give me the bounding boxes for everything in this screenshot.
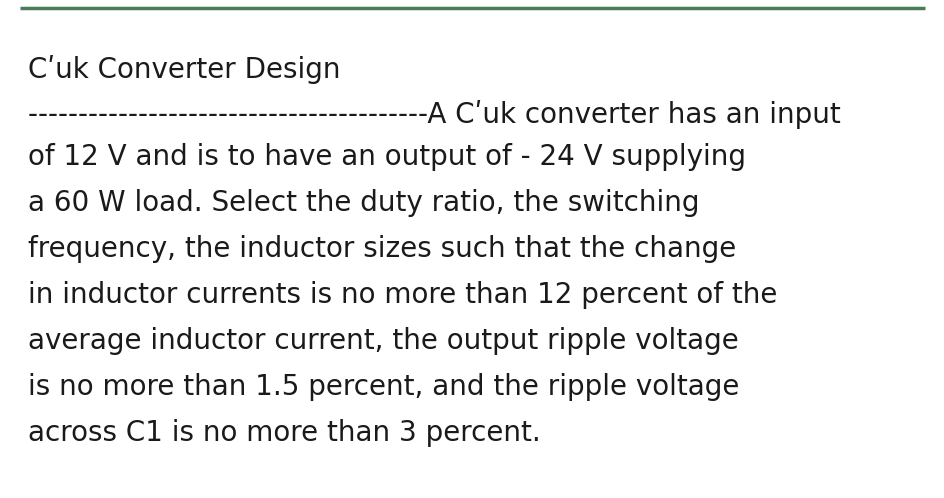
Text: frequency, the inductor sizes such that the change: frequency, the inductor sizes such that … [28,235,735,263]
Text: across C1 is no more than 3 percent.: across C1 is no more than 3 percent. [28,419,540,447]
Text: of 12 V and is to have an output of - 24 V supplying: of 12 V and is to have an output of - 24… [28,143,745,171]
Text: in inductor currents is no more than 12 percent of the: in inductor currents is no more than 12 … [28,281,777,309]
Text: is no more than 1.5 percent, and the ripple voltage: is no more than 1.5 percent, and the rip… [28,373,738,401]
Text: Cʹuk Converter Design: Cʹuk Converter Design [28,55,340,84]
Text: average inductor current, the output ripple voltage: average inductor current, the output rip… [28,327,738,355]
Text: a 60 W load. Select the duty ratio, the switching: a 60 W load. Select the duty ratio, the … [28,189,699,217]
Text: ----------------------------------------A Cʹuk converter has an input: ----------------------------------------… [28,100,840,129]
